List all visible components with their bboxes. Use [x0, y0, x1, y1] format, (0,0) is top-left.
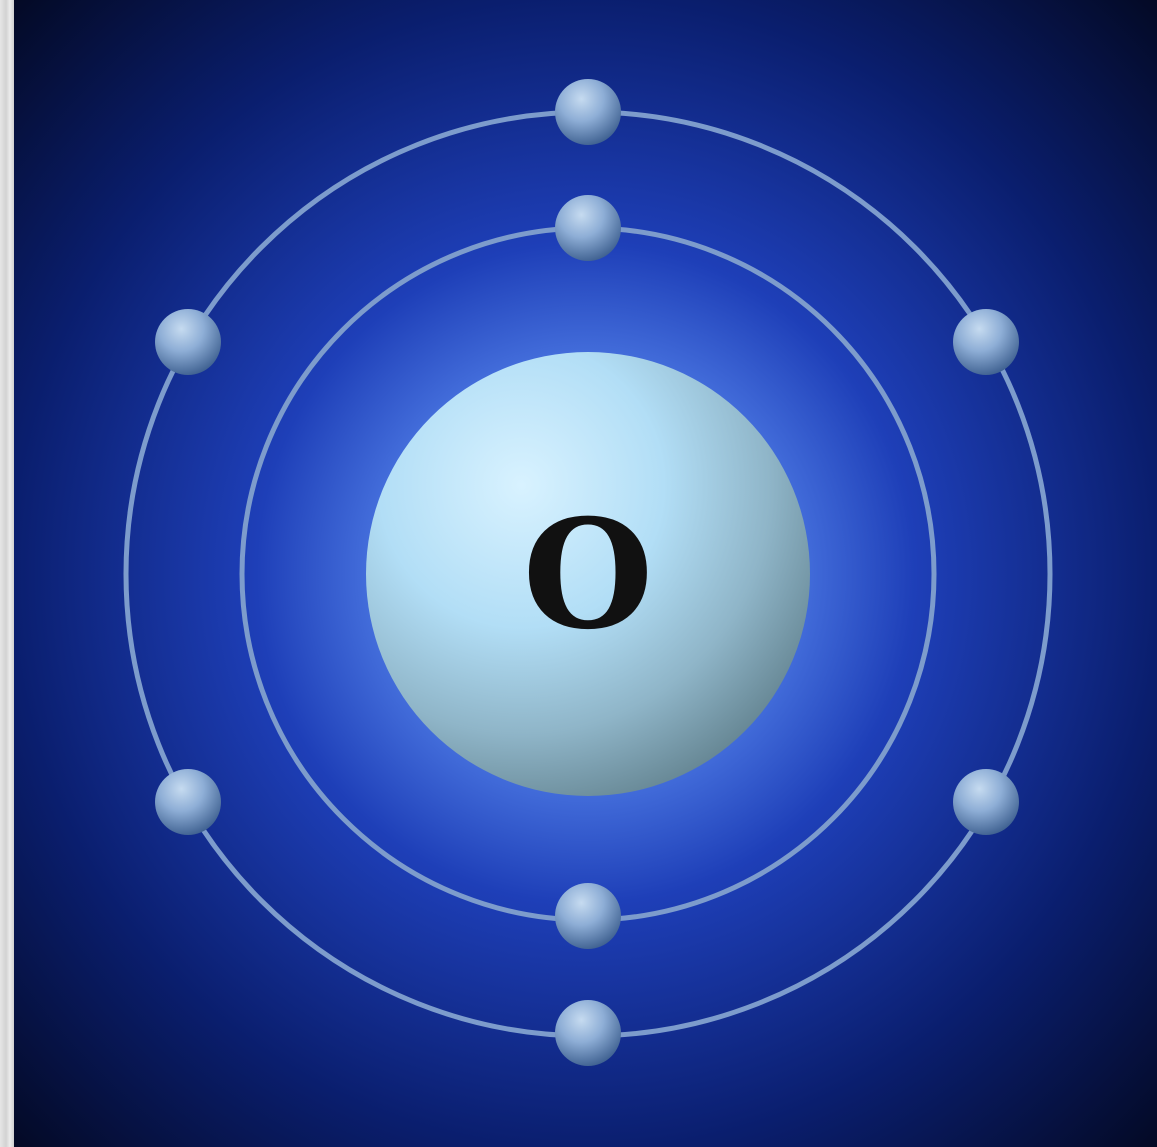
oxygen-atom-diagram: O	[14, 0, 1157, 1147]
outer-shell-electrons	[155, 79, 1019, 1066]
inner-shell-electrons	[555, 195, 621, 949]
electron	[555, 883, 621, 949]
electron	[155, 769, 221, 835]
electron	[555, 79, 621, 145]
atom-svg: O	[14, 0, 1157, 1147]
element-symbol: O	[523, 487, 654, 663]
electron	[555, 1000, 621, 1066]
electron	[953, 769, 1019, 835]
nucleus	[366, 352, 810, 796]
electron	[555, 195, 621, 261]
electron	[953, 309, 1019, 375]
electron	[155, 309, 221, 375]
